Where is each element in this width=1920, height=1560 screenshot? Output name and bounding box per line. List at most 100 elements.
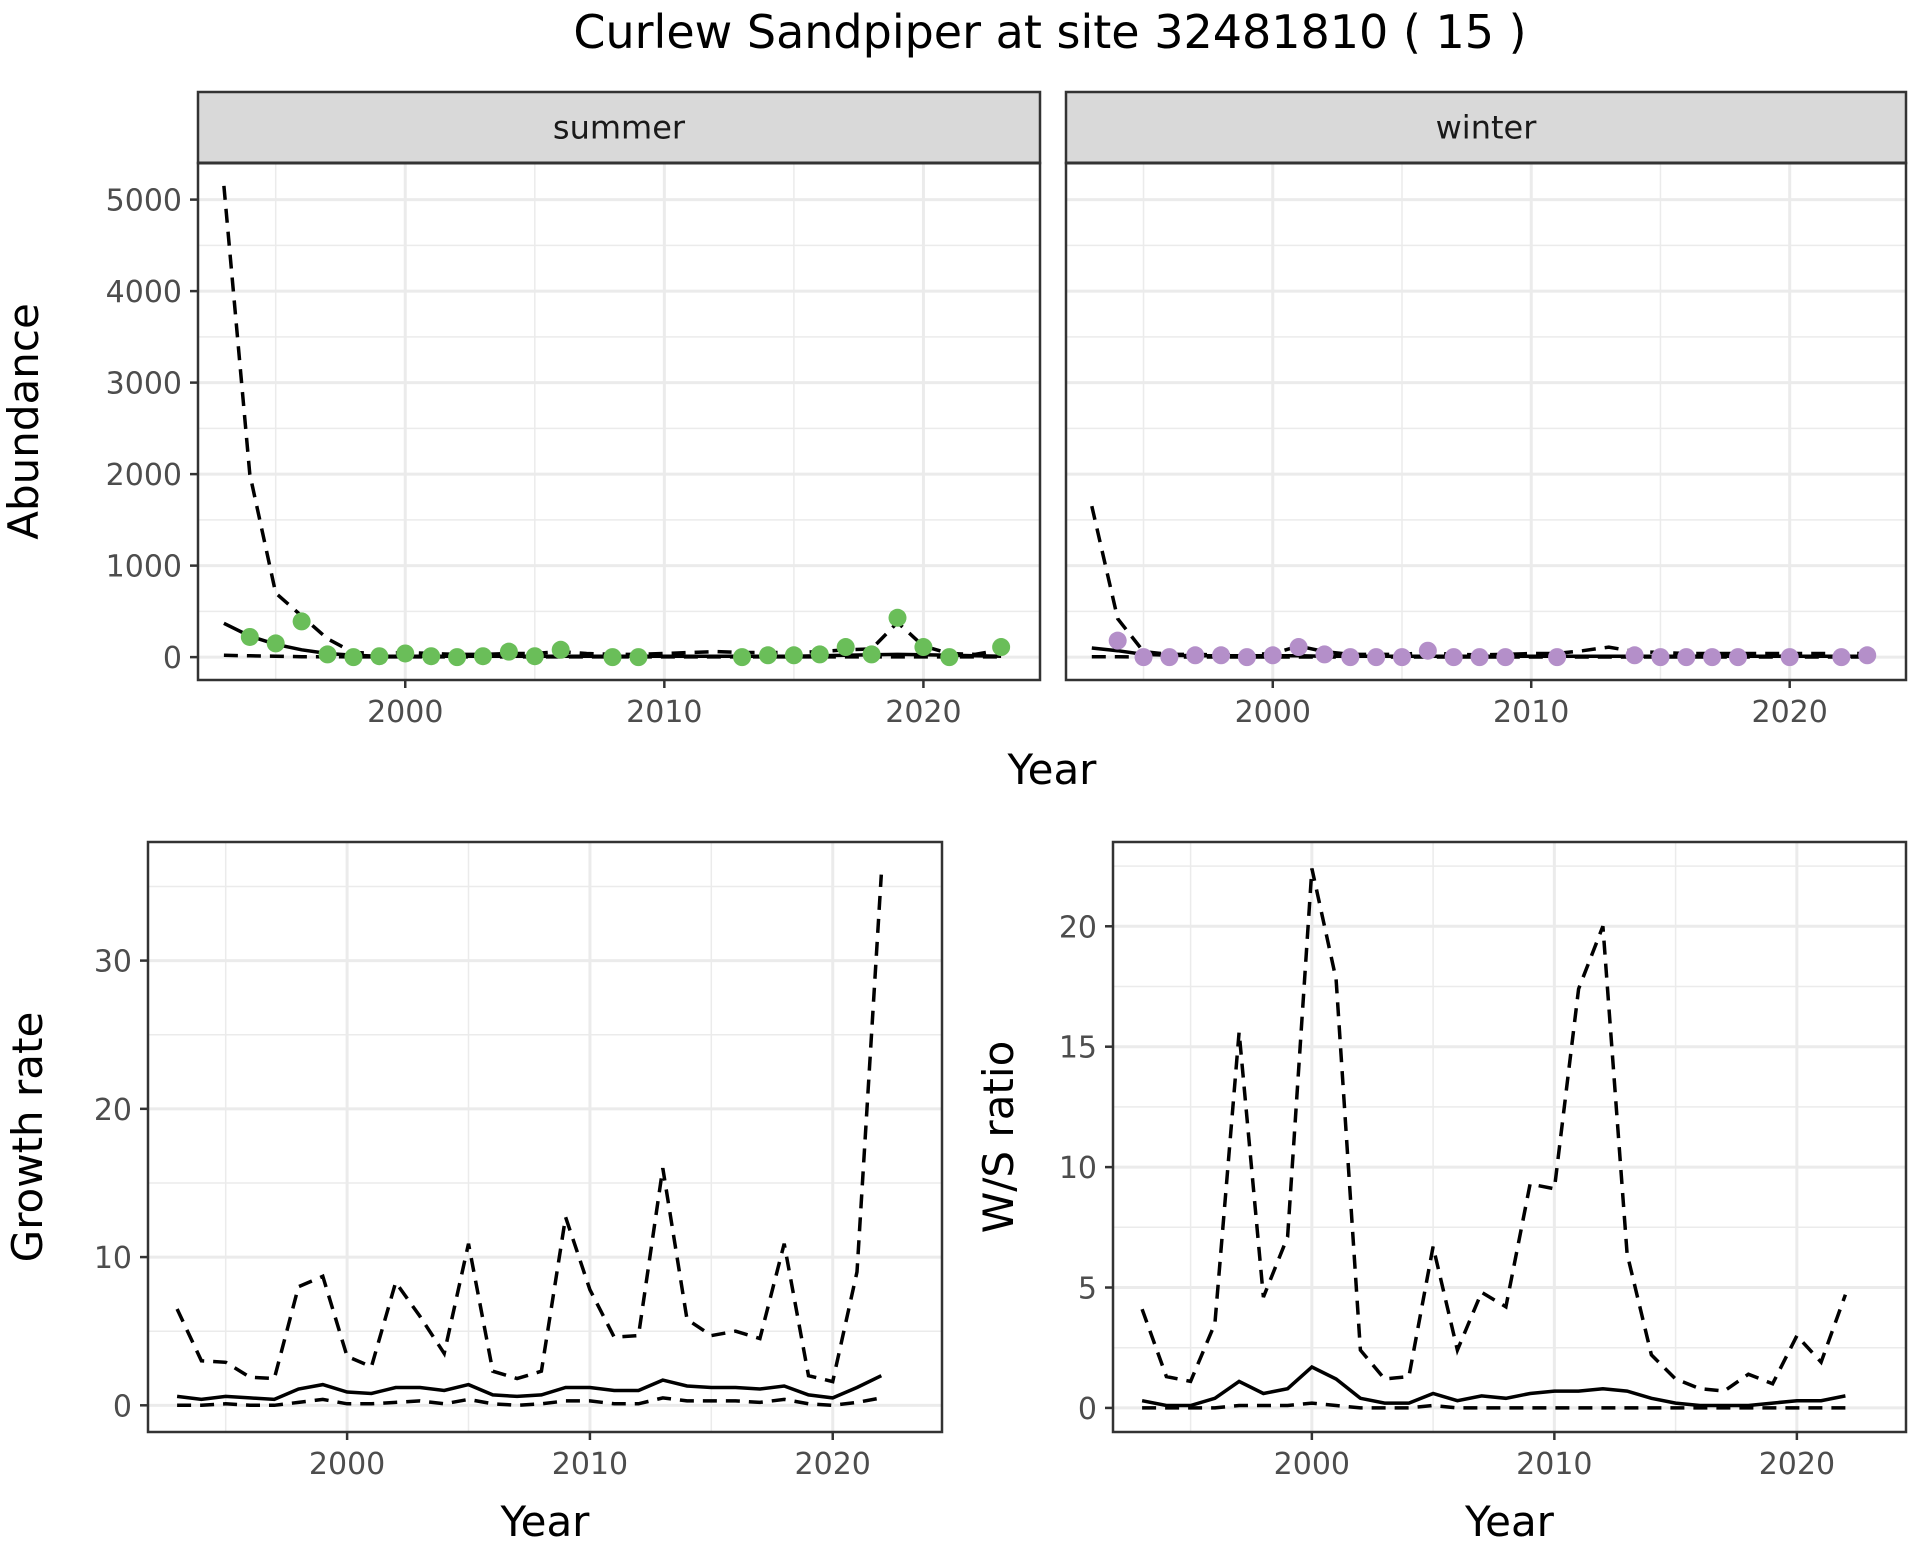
data-point xyxy=(1237,648,1256,667)
data-point xyxy=(499,642,518,661)
data-point xyxy=(810,645,829,664)
y-tick-label: 2000 xyxy=(106,458,182,493)
y-tick-label: 10 xyxy=(1059,1151,1097,1186)
panel-background xyxy=(1113,842,1906,1432)
data-point xyxy=(603,648,622,667)
x-tick-label: 2000 xyxy=(367,695,443,730)
x-tick-label: 2020 xyxy=(1759,1447,1835,1482)
data-point xyxy=(1393,648,1411,667)
data-point xyxy=(1548,648,1567,667)
y-tick-label: 4000 xyxy=(106,275,182,310)
data-point xyxy=(1289,638,1308,657)
data-point xyxy=(448,648,467,667)
x-axis-title-growth: Year xyxy=(500,1497,591,1546)
y-tick-label: 0 xyxy=(163,641,182,676)
data-point xyxy=(1315,645,1334,664)
data-point xyxy=(266,634,285,653)
x-tick-label: 2010 xyxy=(552,1447,628,1482)
x-tick-label: 2020 xyxy=(1752,695,1828,730)
data-point xyxy=(836,638,855,657)
data-point xyxy=(1703,648,1722,667)
data-point xyxy=(888,608,907,627)
panel-summer: summer 2000 2010 2020 0 1000 2000 3000 4000 5000 A… xyxy=(0,90,1042,730)
data-point xyxy=(1160,648,1179,667)
data-point xyxy=(525,647,544,666)
series-line-lower xyxy=(177,1396,882,1408)
facet-strip xyxy=(1064,90,1908,165)
data-point xyxy=(1729,648,1747,667)
panel-border xyxy=(146,840,944,1434)
data-point xyxy=(1677,648,1696,667)
data-point xyxy=(1134,648,1153,667)
data-point xyxy=(1470,648,1489,667)
data-point xyxy=(1832,648,1851,667)
series-line-upper xyxy=(175,874,884,1384)
x-tick-label: 2020 xyxy=(795,1447,871,1482)
data-point xyxy=(240,627,259,646)
data-point xyxy=(940,648,959,667)
x-tick-label: 2020 xyxy=(885,695,961,730)
panel-border xyxy=(1111,840,1908,1434)
x-tick-label: 2000 xyxy=(1235,695,1311,730)
data-point xyxy=(1496,648,1515,667)
series-line-mean xyxy=(176,1374,883,1402)
x-axis-title-ratio: Year xyxy=(1464,1497,1555,1546)
data-point xyxy=(1780,648,1799,667)
y-axis-title: Growth rate xyxy=(3,1012,52,1263)
data-point xyxy=(422,647,441,666)
data-point xyxy=(1186,646,1205,665)
panel-growth: 2000 2010 2020 0 10 20 30 Growth rate xyxy=(3,840,944,1482)
x-tick-label: 2000 xyxy=(309,1447,385,1482)
data-point xyxy=(733,648,752,667)
series-line-mean xyxy=(1141,1364,1846,1408)
data-point xyxy=(1367,648,1386,667)
y-tick-label: 3000 xyxy=(106,367,182,402)
data-point xyxy=(784,646,803,665)
panel-background xyxy=(198,163,1040,680)
series-line-upper xyxy=(1140,868,1848,1393)
panel-background xyxy=(148,842,942,1432)
data-point xyxy=(1263,646,1282,665)
data-point xyxy=(862,645,881,664)
x-tick-label: 2010 xyxy=(1493,695,1569,730)
panel-winter: winter 2000 2010 2020 xyxy=(1064,90,1908,730)
data-point xyxy=(1858,646,1877,665)
data-point xyxy=(1625,646,1644,665)
data-point xyxy=(992,638,1011,657)
data-point xyxy=(318,645,337,664)
strip-label-winter: winter xyxy=(1436,109,1538,147)
y-axis-title: W/S ratio xyxy=(974,1041,1023,1234)
series-line-lower xyxy=(1142,1401,1846,1410)
y-tick-label: 5000 xyxy=(106,184,182,219)
panel-ratio: 2000 2010 2020 0 5 10 15 20 W/S ratio xyxy=(974,840,1908,1482)
x-axis-title-top: Year xyxy=(1007,745,1098,794)
data-point xyxy=(551,640,570,659)
x-tick-label: 2010 xyxy=(1516,1447,1592,1482)
data-point xyxy=(629,648,648,667)
data-point xyxy=(473,647,492,666)
y-axis-title: Abundance xyxy=(0,303,48,540)
data-point xyxy=(1418,641,1437,660)
y-tick-label: 1000 xyxy=(106,550,182,585)
data-point xyxy=(914,638,933,657)
y-tick-label: 0 xyxy=(113,1389,132,1424)
y-tick-label: 20 xyxy=(1059,910,1097,945)
y-tick-label: 15 xyxy=(1059,1031,1097,1066)
x-tick-label: 2000 xyxy=(1274,1447,1350,1482)
data-point xyxy=(1108,631,1127,650)
data-point xyxy=(1341,648,1360,667)
y-tick-label: 30 xyxy=(94,945,132,980)
data-point xyxy=(1212,646,1231,665)
strip-label-summer: summer xyxy=(553,109,686,147)
y-tick-label: 20 xyxy=(94,1093,132,1128)
y-tick-label: 5 xyxy=(1078,1272,1097,1307)
data-point xyxy=(758,646,777,665)
data-point xyxy=(1651,648,1670,667)
data-point xyxy=(396,644,415,663)
panel-background xyxy=(1066,163,1906,680)
y-tick-label: 10 xyxy=(94,1241,132,1276)
data-point xyxy=(370,647,389,666)
y-tick-label: 0 xyxy=(1078,1392,1097,1427)
